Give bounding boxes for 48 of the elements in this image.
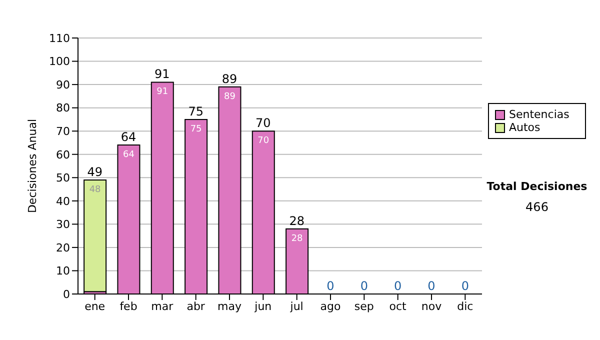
x-tick-label: ago — [320, 300, 341, 313]
legend-label: Sentencias — [509, 108, 570, 121]
total-label: 89 — [222, 72, 238, 86]
total-label: 75 — [188, 104, 204, 118]
data-label: 91 — [156, 87, 168, 98]
y-tick-label: 50 — [56, 172, 70, 185]
x-tick-label: oct — [389, 300, 408, 313]
data-label: 28 — [291, 234, 304, 244]
data-label: 48 — [89, 184, 102, 195]
data-label: 64 — [123, 150, 135, 160]
y-tick-label: 20 — [56, 241, 70, 254]
y-tick-label: 100 — [49, 55, 70, 68]
total-label: 0 — [360, 279, 368, 293]
x-tick-label: jul — [289, 300, 304, 313]
y-tick-label: 60 — [56, 148, 70, 162]
data-label: 75 — [190, 124, 202, 134]
total-label: 0 — [461, 279, 469, 293]
y-tick-label: 110 — [49, 32, 70, 45]
total-label: 91 — [154, 67, 170, 82]
x-tick-label: feb — [120, 300, 138, 313]
text: Total Decisiones — [486, 180, 588, 193]
total-label: 0 — [326, 279, 334, 293]
y-tick-label: 40 — [56, 194, 70, 208]
total-label: 28 — [289, 214, 304, 228]
data-label: 89 — [224, 92, 236, 102]
x-tick-label: nov — [421, 300, 442, 313]
y-tick-label: 70 — [56, 124, 70, 138]
x-tick-label: mar — [151, 300, 174, 313]
x-tick-label: ene — [84, 300, 106, 313]
total-label: 64 — [120, 130, 136, 144]
x-tick-label: jun — [254, 300, 272, 313]
text: 466 — [524, 200, 550, 214]
data-label: 70 — [258, 136, 270, 146]
y-tick-label: 30 — [56, 218, 70, 232]
x-tick-label: may — [218, 300, 242, 313]
y-tick-label: 10 — [56, 264, 70, 278]
total-label: 0 — [428, 279, 436, 293]
total-label: 0 — [394, 279, 402, 293]
total-label: 49 — [87, 164, 102, 179]
y-tick-label: 0 — [63, 288, 70, 301]
y-tick-label: 80 — [56, 102, 70, 115]
x-tick-label: abr — [186, 300, 206, 313]
x-tick-label: dic — [457, 300, 474, 313]
legend-label: Autos — [509, 121, 540, 134]
y-axis-title: Decisiones Anual — [26, 118, 39, 214]
y-tick-label: 90 — [56, 78, 70, 92]
total-label: 70 — [256, 116, 271, 130]
x-tick-label: sep — [354, 300, 374, 313]
